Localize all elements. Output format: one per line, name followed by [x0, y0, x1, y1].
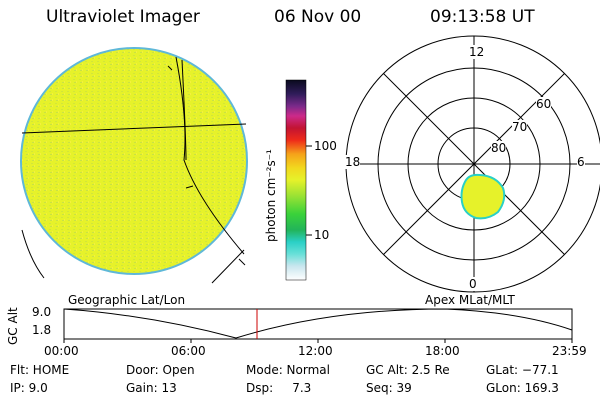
gc-alt-field: GC Alt: 2.5 Re [366, 363, 450, 377]
lat-label-60: 60 [536, 97, 552, 111]
time-tick-1200: 12:00 [298, 344, 333, 358]
time-tick-0600: 06:00 [171, 344, 206, 358]
date-label: 06 Nov 00 [274, 7, 362, 27]
glat-field: GLat: −77.1 [486, 363, 559, 377]
time-tick-0000: 00:00 [44, 344, 79, 358]
dsp-field: Dsp: 7.3 [246, 381, 312, 395]
mlt-label-0: 0 [469, 277, 477, 291]
seq-field: Seq: 39 [366, 381, 412, 395]
altitude-y-tick-min: 1.8 [32, 323, 52, 337]
gain-field: Gain: 13 [126, 381, 177, 395]
mlt-label-6: 6 [577, 155, 585, 169]
time-tick-1800: 18:00 [425, 344, 460, 358]
mode-field: Mode: Normal [246, 363, 330, 377]
altitude-y-tick-max: 9.0 [32, 305, 52, 319]
ip-field: IP: 9.0 [10, 381, 48, 395]
auroral-oval-blob [460, 173, 506, 220]
apex-panel-label: Apex MLat/MLT [425, 293, 515, 307]
polar-plot [345, 35, 600, 293]
flt-field: Flt: HOME [10, 363, 70, 377]
glon-field: GLon: 169.3 [486, 381, 559, 395]
lat-label-70: 70 [512, 120, 528, 134]
time-label: 09:13:58 UT [430, 7, 535, 27]
colorbar-tick-100: 100 [314, 139, 337, 153]
mlt-label-12: 12 [469, 45, 485, 59]
altitude-strip-plot [63, 308, 573, 343]
time-tick-2359: 23:59 [552, 344, 587, 358]
lat-label-80: 80 [491, 141, 507, 155]
uv-image-disc [20, 47, 248, 284]
colorbar-unit-label: photon cm⁻²s⁻¹ [264, 149, 278, 242]
colorbar-tick-10: 10 [314, 228, 330, 242]
altitude-y-label: GC Alt [6, 307, 20, 345]
colorbar [285, 79, 312, 281]
geographic-panel-label: Geographic Lat/Lon [68, 293, 186, 307]
door-field: Door: Open [126, 363, 195, 377]
mlt-label-18: 18 [345, 155, 361, 169]
app-title: Ultraviolet Imager [46, 7, 200, 27]
